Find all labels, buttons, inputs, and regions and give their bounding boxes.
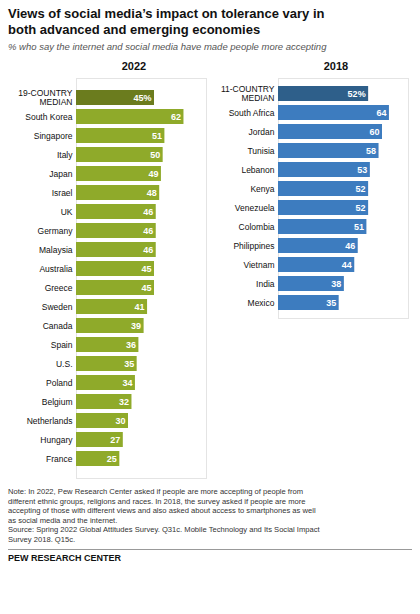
svg-text:Belgium: Belgium (42, 397, 73, 407)
svg-text:25: 25 (107, 454, 117, 464)
svg-text:Spain: Spain (51, 340, 73, 350)
svg-text:France: France (46, 454, 73, 464)
svg-text:Germany: Germany (38, 226, 74, 236)
svg-text:Vietnam: Vietnam (243, 260, 274, 270)
svg-text:52: 52 (356, 184, 366, 194)
svg-text:46: 46 (143, 226, 153, 236)
svg-text:35: 35 (124, 359, 134, 369)
svg-text:62: 62 (171, 112, 181, 122)
html-text:Views of social media’s impact: Views of social media’s impact on tolera… (8, 6, 325, 37)
svg-text:11-COUNTRYMEDIAN: 11-COUNTRYMEDIAN (221, 84, 275, 103)
svg-text:Lebanon: Lebanon (241, 165, 274, 175)
svg-text:U.S.: U.S. (56, 359, 73, 369)
html-text:2022: 2022 (121, 60, 147, 72)
html-text:2018: 2018 (323, 60, 349, 72)
svg-text:53: 53 (357, 165, 367, 175)
svg-text:Poland: Poland (46, 378, 73, 388)
svg-text:45%: 45% (133, 93, 151, 103)
svg-text:Jordan: Jordan (249, 127, 275, 137)
svg-text:38: 38 (331, 279, 341, 289)
svg-text:44: 44 (342, 260, 352, 270)
svg-text:Kenya: Kenya (250, 184, 274, 194)
svg-text:Tunisia: Tunisia (247, 146, 274, 156)
svg-text:19-COUNTRYMEDIAN: 19-COUNTRYMEDIAN (18, 88, 72, 107)
svg-text:50: 50 (150, 150, 160, 160)
svg-text:Netherlands: Netherlands (27, 416, 73, 426)
svg-text:Israel: Israel (52, 188, 73, 198)
svg-text:34: 34 (122, 378, 132, 388)
svg-text:45: 45 (141, 264, 151, 274)
svg-text:58: 58 (366, 146, 376, 156)
svg-text:India: India (256, 279, 275, 289)
svg-text:46: 46 (345, 241, 355, 251)
svg-text:South Korea: South Korea (25, 112, 73, 122)
svg-text:Canada: Canada (43, 321, 73, 331)
svg-text:Australia: Australia (39, 264, 72, 274)
svg-text:51: 51 (152, 131, 162, 141)
html-text:Note: In 2022, Pew Research Ce: Note: In 2022, Pew Research Center asked… (8, 487, 320, 544)
svg-text:Greece: Greece (45, 283, 73, 293)
svg-text:Hungary: Hungary (40, 435, 73, 445)
svg-text:41: 41 (135, 302, 145, 312)
svg-text:35: 35 (326, 298, 336, 308)
svg-text:Japan: Japan (49, 169, 72, 179)
html-text:PEW RESEARCH CENTER: PEW RESEARCH CENTER (8, 552, 121, 563)
svg-text:Italy: Italy (57, 150, 73, 160)
svg-text:46: 46 (143, 245, 153, 255)
svg-text:52%: 52% (348, 89, 366, 99)
svg-text:51: 51 (354, 222, 364, 232)
svg-text:39: 39 (131, 321, 141, 331)
svg-text:49: 49 (148, 169, 158, 179)
svg-text:30: 30 (115, 416, 125, 426)
svg-text:48: 48 (147, 188, 157, 198)
svg-text:UK: UK (61, 207, 73, 217)
svg-text:64: 64 (376, 108, 386, 118)
svg-text:36: 36 (126, 340, 136, 350)
html-text:% who say the internet and soc: % who say the internet and social media … (8, 41, 327, 52)
svg-text:Malaysia: Malaysia (39, 245, 73, 255)
svg-text:Sweden: Sweden (42, 302, 73, 312)
svg-text:60: 60 (369, 127, 379, 137)
svg-text:Mexico: Mexico (248, 298, 275, 308)
svg-text:32: 32 (119, 397, 129, 407)
svg-text:Philippines: Philippines (233, 241, 274, 251)
svg-text:45: 45 (141, 283, 151, 293)
svg-text:27: 27 (110, 435, 120, 445)
svg-text:Venezuela: Venezuela (235, 203, 275, 213)
svg-text:52: 52 (356, 203, 366, 213)
svg-text:Singapore: Singapore (34, 131, 73, 141)
svg-text:46: 46 (143, 207, 153, 217)
svg-text:Colombia: Colombia (239, 222, 275, 232)
svg-text:South Africa: South Africa (229, 108, 275, 118)
